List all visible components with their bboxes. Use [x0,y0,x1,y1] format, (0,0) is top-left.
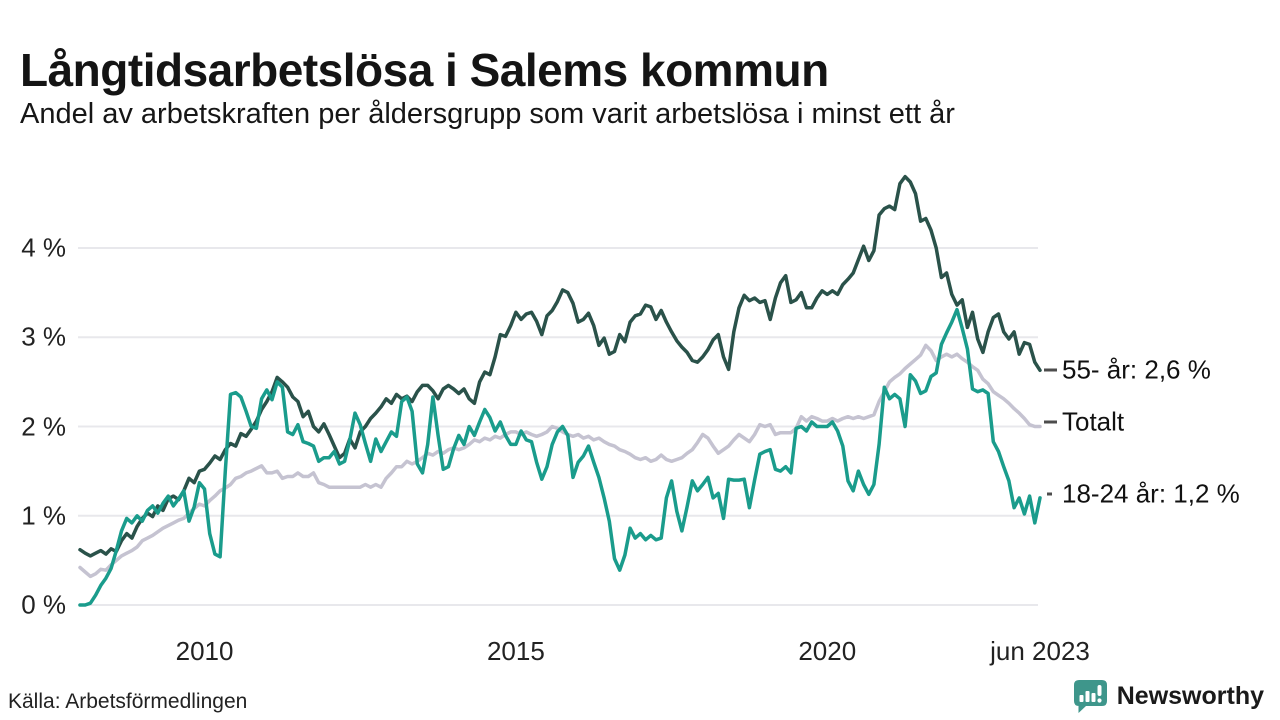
series-label-dash-55 [1044,368,1057,372]
y-tick-label: 1 % [21,500,66,531]
series-label-dash-total [1044,420,1057,423]
series-label-dash-18-24 [1047,492,1052,496]
x-tick-label: 2010 [175,636,234,666]
x-tick-label: jun 2023 [990,636,1090,666]
series-label-55: 55- år: 2,6 % [1062,354,1211,385]
brand-logo: Newsworthy [1071,678,1264,714]
y-tick-label: 0 % [21,589,66,620]
series-label-total: Totalt [1062,406,1125,436]
page-subtitle: Andel av arbetskraften per åldersgrupp s… [20,98,955,130]
source-note: Källa: Arbetsförmedlingen [8,690,248,713]
x-tick-label: 2020 [798,636,857,666]
newsworthy-bubble-chart-icon [1073,680,1107,713]
x-tick-label: 2015 [486,636,545,666]
page-title: Långtidsarbetslösa i Salems kommun [20,43,829,96]
y-tick-label: 2 % [21,411,66,441]
series-line-55-r [78,174,1042,558]
brand-name: Newsworthy [1116,681,1264,710]
series-line-18-24-r [78,307,1042,607]
y-tick-label: 3 % [21,321,66,352]
y-tick-label: 4 % [21,232,66,263]
series-line-totalt [78,343,1042,579]
series-label-18-24: 18-24 år: 1,2 % [1062,478,1240,509]
